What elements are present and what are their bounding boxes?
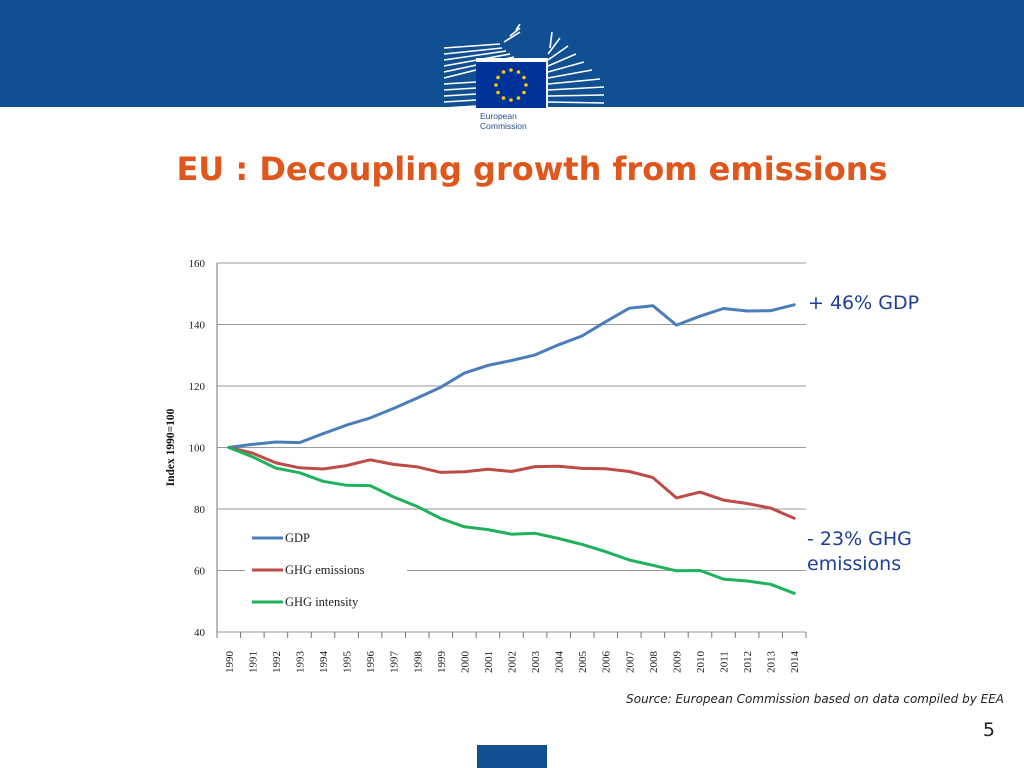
page-title: EU : Decoupling growth from emissions — [176, 150, 888, 188]
x-tick-label: 2006 — [601, 651, 613, 674]
source-note: Source: European Commission based on dat… — [626, 692, 1004, 706]
x-tick-label: 1999 — [436, 651, 448, 674]
flag-star-icon — [496, 75, 500, 80]
series-line-ghg-intensity — [227, 446, 796, 595]
y-tick-label: 140 — [189, 320, 206, 332]
x-tick-label: 2009 — [671, 651, 683, 674]
flag-star-icon — [509, 68, 513, 72]
x-tick-label: 2012 — [742, 651, 754, 673]
y-tick-label: 40 — [194, 627, 206, 639]
x-tick-label: 1996 — [365, 651, 377, 674]
footer-flag-strip — [477, 745, 547, 768]
building-logo-graphic — [443, 24, 605, 110]
x-tick-label: 1991 — [247, 651, 259, 673]
x-tick-label: 2004 — [554, 651, 566, 674]
x-tick-label: 2005 — [577, 651, 589, 674]
y-axis-title: Index 1990=100 — [165, 408, 177, 486]
logo-text-line1: European — [480, 111, 517, 121]
x-tick-label: 2011 — [719, 651, 731, 673]
flag-star-icon — [496, 90, 500, 95]
legend-label: GHG emissions — [285, 563, 365, 577]
x-tick-label: 1995 — [342, 651, 354, 674]
x-tick-label: 2010 — [695, 651, 707, 674]
series-line-gdp — [227, 303, 796, 449]
x-tick-label: 1994 — [318, 651, 330, 674]
x-tick-label: 1990 — [224, 651, 236, 674]
flag-star-icon — [522, 75, 526, 80]
page-number: 5 — [982, 719, 995, 741]
y-tick-label: 120 — [189, 381, 206, 393]
flag-star-icon — [524, 83, 528, 87]
gdp-change-annotation: + 46% GDP — [808, 292, 920, 314]
legend-label: GHG intensity — [285, 595, 359, 609]
ghg-change-annotation: - 23% GHG emissions — [807, 528, 912, 575]
x-tick-label: 2003 — [530, 651, 542, 674]
flag-star-icon — [516, 70, 521, 74]
eu-flag-icon — [476, 62, 546, 108]
grid-layer — [217, 262, 806, 633]
logo-text-line2: Commission — [480, 121, 527, 131]
flag-star-icon — [501, 70, 506, 74]
x-tick-label: 2000 — [459, 651, 471, 674]
x-tick-label: 2002 — [507, 651, 519, 673]
x-tick-label: 1992 — [271, 651, 283, 673]
x-tick-label: 1993 — [294, 651, 306, 674]
y-tick-label: 80 — [194, 504, 206, 516]
flag-star-icon — [494, 83, 498, 87]
legend-label: GDP — [285, 531, 310, 545]
x-tick-label: 1998 — [412, 651, 424, 674]
series-line-ghg-emissions — [227, 446, 796, 520]
x-tick-label: 1997 — [389, 651, 401, 674]
x-tick-label: 2014 — [789, 651, 801, 674]
x-tick-label: 2001 — [483, 651, 495, 673]
y-tick-label: 60 — [194, 566, 206, 578]
legend: GDP GHG emissions GHG intensity — [245, 523, 407, 619]
logo-wordmark: European Commission — [480, 111, 550, 131]
x-tick-label: 2007 — [624, 651, 636, 674]
y-tick-label: 100 — [189, 443, 206, 455]
y-tick-label: 160 — [189, 258, 206, 270]
axis-layer: 40 60 80 100 120 140 160 1990 1991 1992 1993 1994 19… — [165, 258, 807, 674]
flag-star-icon — [501, 96, 506, 100]
flag-star-icon — [516, 96, 521, 100]
flag-star-icon — [522, 90, 526, 95]
series-layer — [227, 303, 796, 595]
x-tick-label: 2008 — [648, 651, 660, 674]
flag-star-icon — [509, 98, 513, 102]
x-tick-label: 2013 — [766, 651, 778, 674]
line-chart: 40 60 80 100 120 140 160 1990 1991 1992 1993 1994 19… — [165, 258, 807, 674]
